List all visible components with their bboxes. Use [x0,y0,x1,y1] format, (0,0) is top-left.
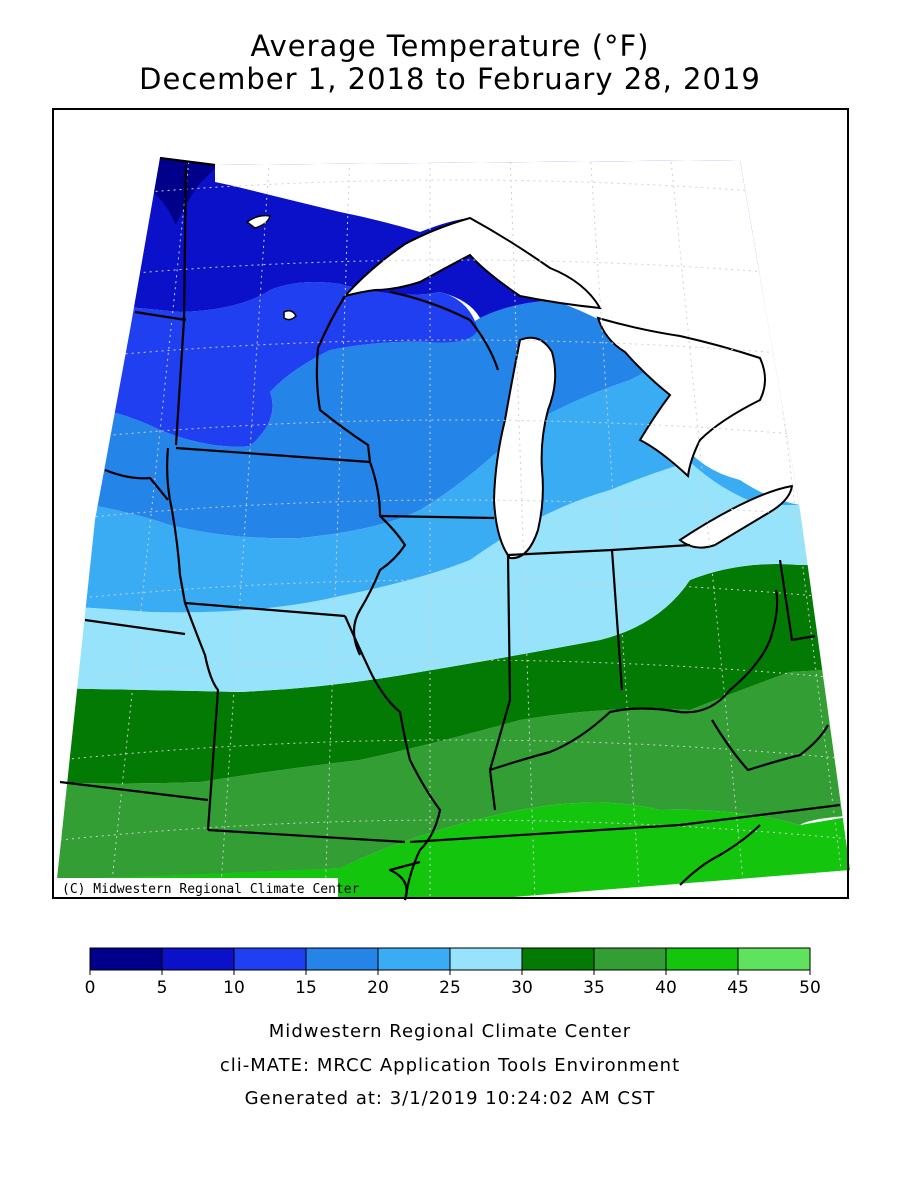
legend-ticks: 0 5 10 15 20 25 30 35 40 45 50 [85,970,821,998]
band-10-15 [55,282,478,447]
legend-swatch [161,947,235,971]
legend-tick-label: 45 [727,978,749,998]
band-35-40 [55,668,850,898]
legend-tick-label: 40 [655,978,677,998]
legend-tick-label: 50 [799,978,821,998]
legend-tick-label: 25 [439,978,461,998]
lake-superior [342,216,602,310]
copyright-box [54,878,338,897]
credit-organization: Midwestern Regional Climate Center [268,1021,632,1042]
map-frame [52,108,849,899]
copyright-text: (C) Midwestern Regional Climate Center [62,882,360,897]
legend-tick-label: 5 [157,978,168,998]
lake-huron [596,316,766,479]
map-date-range: December 1, 2018 to February 28, 2019 [139,62,761,96]
legend-swatch [665,947,739,971]
band-0-5 [150,158,230,225]
legend-tick-label: 0 [85,978,96,998]
legend-tick-label: 10 [223,978,245,998]
legend-swatch [737,947,811,971]
band-30-35 [55,564,850,784]
legend-swatch [233,947,307,971]
legend-tick-label: 20 [367,978,389,998]
legend-swatches [89,947,811,971]
legend-swatch [305,947,379,971]
legend-swatch [89,947,163,971]
band-25-30 [55,462,850,692]
legend-tick-label: 35 [583,978,605,998]
legend-swatch [377,947,451,971]
legend-swatch [521,947,595,971]
lake-michigan [492,336,557,560]
credit-generated-time: Generated at: 3/1/2019 10:24:02 AM CST [244,1088,656,1109]
legend-tick-label: 30 [511,978,533,998]
legend-swatch [449,947,523,971]
temperature-bands [55,158,850,898]
map-title: Average Temperature (°F) [250,29,650,63]
legend-tick-label: 15 [295,978,317,998]
isle-royale [245,214,271,229]
small-lake [283,309,297,321]
state-boundaries [59,156,841,901]
graticule [59,158,850,898]
credit-application: cli-MATE: MRCC Application Tools Environ… [219,1055,681,1076]
legend-swatch [593,947,667,971]
